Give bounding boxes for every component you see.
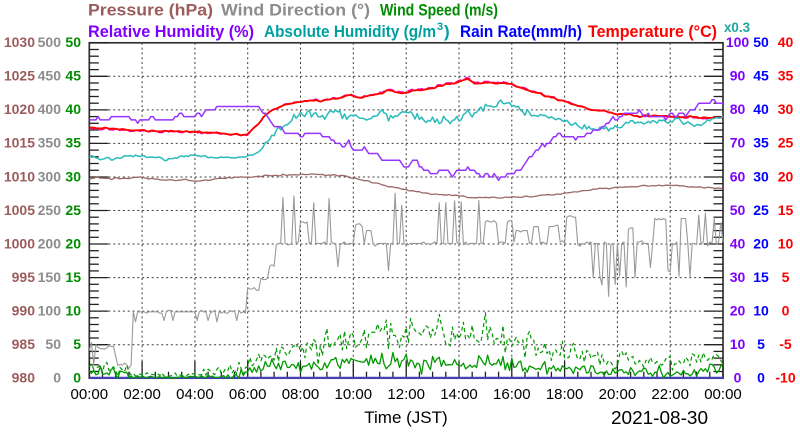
svg-text:1010: 1010 bbox=[4, 168, 35, 184]
svg-text:25: 25 bbox=[65, 202, 81, 218]
svg-text:1005: 1005 bbox=[4, 202, 35, 218]
svg-text:10: 10 bbox=[730, 336, 746, 352]
svg-text:350: 350 bbox=[38, 135, 62, 151]
svg-text:100: 100 bbox=[726, 34, 750, 50]
svg-text:15: 15 bbox=[753, 269, 769, 285]
svg-text:200: 200 bbox=[38, 235, 62, 251]
svg-text:Pressure (hPa): Pressure (hPa) bbox=[88, 1, 213, 20]
svg-text:Relative Humidity (%): Relative Humidity (%) bbox=[88, 22, 254, 41]
svg-text:5: 5 bbox=[782, 269, 790, 285]
svg-text:Time (JST): Time (JST) bbox=[364, 408, 447, 427]
svg-text:18:00: 18:00 bbox=[546, 386, 584, 403]
svg-text:60: 60 bbox=[730, 168, 746, 184]
svg-text:90: 90 bbox=[730, 68, 746, 84]
svg-text:40: 40 bbox=[730, 235, 746, 251]
svg-text:0: 0 bbox=[782, 302, 790, 318]
svg-text:30: 30 bbox=[778, 101, 794, 117]
svg-text:45: 45 bbox=[753, 68, 769, 84]
svg-text:1030: 1030 bbox=[4, 34, 35, 50]
svg-text:30: 30 bbox=[65, 168, 81, 184]
svg-text:02:00: 02:00 bbox=[123, 386, 161, 403]
svg-text:50: 50 bbox=[730, 202, 746, 218]
svg-text:): ) bbox=[444, 22, 450, 41]
svg-text:30: 30 bbox=[753, 168, 769, 184]
svg-text:0: 0 bbox=[53, 370, 61, 386]
svg-text:100: 100 bbox=[38, 302, 62, 318]
svg-text:500: 500 bbox=[38, 34, 62, 50]
svg-text:20: 20 bbox=[753, 235, 769, 251]
svg-text:25: 25 bbox=[778, 135, 794, 151]
svg-text:35: 35 bbox=[753, 135, 769, 151]
svg-text:04:00: 04:00 bbox=[176, 386, 214, 403]
svg-text:5: 5 bbox=[73, 336, 81, 352]
svg-text:14:00: 14:00 bbox=[440, 386, 478, 403]
svg-text:15: 15 bbox=[778, 202, 794, 218]
svg-text:1000: 1000 bbox=[4, 235, 35, 251]
svg-text:5: 5 bbox=[757, 336, 765, 352]
svg-text:15: 15 bbox=[65, 269, 81, 285]
svg-text:150: 150 bbox=[38, 269, 62, 285]
svg-text:980: 980 bbox=[12, 370, 36, 386]
svg-text:Absolute Humidity (g/m: Absolute Humidity (g/m bbox=[264, 22, 436, 41]
svg-text:70: 70 bbox=[730, 135, 746, 151]
svg-text:3: 3 bbox=[437, 21, 443, 33]
svg-text:50: 50 bbox=[753, 34, 769, 50]
svg-text:10:00: 10:00 bbox=[335, 386, 373, 403]
svg-text:20: 20 bbox=[778, 168, 794, 184]
svg-text:50: 50 bbox=[45, 336, 61, 352]
svg-text:00:00: 00:00 bbox=[704, 386, 742, 403]
svg-text:995: 995 bbox=[12, 269, 36, 285]
svg-text:0: 0 bbox=[734, 370, 742, 386]
svg-text:16:00: 16:00 bbox=[493, 386, 531, 403]
svg-text:400: 400 bbox=[38, 101, 62, 117]
svg-text:08:00: 08:00 bbox=[282, 386, 320, 403]
svg-text:06:00: 06:00 bbox=[229, 386, 267, 403]
svg-text:Wind Direction (°): Wind Direction (°) bbox=[221, 1, 370, 20]
svg-text:20: 20 bbox=[65, 235, 81, 251]
svg-text:0: 0 bbox=[73, 370, 81, 386]
svg-text:300: 300 bbox=[38, 168, 62, 184]
svg-text:30: 30 bbox=[730, 269, 746, 285]
svg-text:80: 80 bbox=[730, 101, 746, 117]
svg-text:45: 45 bbox=[65, 68, 81, 84]
svg-text:Temperature (°C): Temperature (°C) bbox=[588, 22, 717, 41]
svg-text:450: 450 bbox=[38, 68, 62, 84]
svg-text:985: 985 bbox=[12, 336, 36, 352]
svg-text:2021-08-30: 2021-08-30 bbox=[611, 408, 708, 428]
svg-text:Wind Speed (m/s): Wind Speed (m/s) bbox=[380, 1, 498, 20]
svg-text:0: 0 bbox=[757, 370, 765, 386]
svg-text:-5: -5 bbox=[779, 336, 792, 352]
svg-text:x0.3: x0.3 bbox=[724, 19, 750, 35]
svg-text:00:00: 00:00 bbox=[71, 386, 109, 403]
svg-text:35: 35 bbox=[65, 135, 81, 151]
svg-text:10: 10 bbox=[778, 235, 794, 251]
svg-text:40: 40 bbox=[778, 34, 794, 50]
svg-text:1015: 1015 bbox=[4, 135, 35, 151]
svg-text:1020: 1020 bbox=[4, 101, 35, 117]
svg-text:40: 40 bbox=[753, 101, 769, 117]
svg-text:10: 10 bbox=[65, 302, 81, 318]
svg-text:40: 40 bbox=[65, 101, 81, 117]
svg-text:20:00: 20:00 bbox=[599, 386, 637, 403]
svg-text:50: 50 bbox=[65, 34, 81, 50]
svg-text:990: 990 bbox=[12, 302, 36, 318]
svg-text:Rain Rate(mm/h): Rain Rate(mm/h) bbox=[460, 22, 582, 41]
svg-text:1025: 1025 bbox=[4, 68, 35, 84]
svg-text:250: 250 bbox=[38, 202, 62, 218]
svg-text:12:00: 12:00 bbox=[387, 386, 425, 403]
svg-text:20: 20 bbox=[730, 302, 746, 318]
svg-text:35: 35 bbox=[778, 68, 794, 84]
svg-text:25: 25 bbox=[753, 202, 769, 218]
svg-text:10: 10 bbox=[753, 302, 769, 318]
svg-text:22:00: 22:00 bbox=[651, 386, 689, 403]
svg-text:-10: -10 bbox=[775, 370, 795, 386]
